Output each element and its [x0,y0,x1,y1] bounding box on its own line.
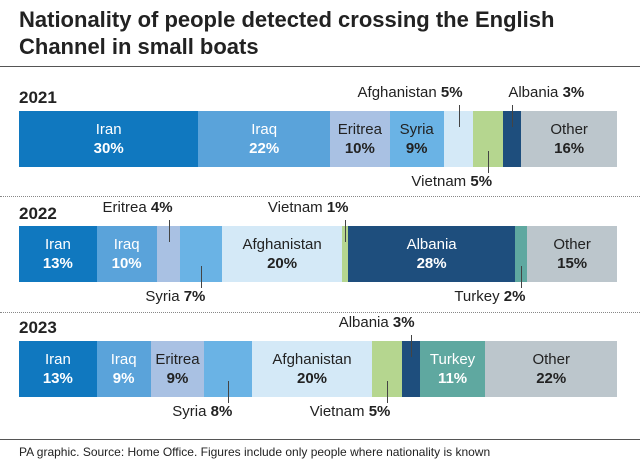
year-label-2022: 2022 [19,204,57,223]
callout-name: Albania [508,84,563,101]
callout-2022-turkey: Turkey 2% [454,288,525,305]
callout-name: Eritrea [102,199,151,216]
leader-2021-afghanistan [459,105,460,127]
bar-2021-albania [503,111,522,167]
callout-value: 8% [210,403,233,420]
callout-name: Vietnam [309,403,369,420]
callout-2022-eritrea: Eritrea 4% [103,199,173,216]
leader-2022-turkey [521,266,522,288]
bar-2023-eritrea [150,341,205,397]
callout-value: 3% [562,84,585,101]
source-note: PA graphic. Source: Home Office. Figures… [19,445,491,459]
bar-2021-other [521,111,618,167]
callout-value: 4% [150,199,173,216]
bar-2021-afghanistan [443,111,474,167]
callout-2022-syria: Syria 7% [145,288,205,305]
bar-2022-other [527,226,618,282]
bar-2021-iran [19,111,199,167]
bar-2023-albania [401,341,421,397]
year-label-2023: 2023 [19,318,57,337]
callout-2022-vietnam: Vietnam 1% [268,199,349,216]
bar-2023-turkey [419,341,486,397]
leader-2022-syria [201,266,202,288]
bar-2022-turkey [515,226,528,282]
bar-2022-eritrea [156,226,181,282]
callout-value: 1% [326,199,349,216]
callout-2021-afghanistan: Afghanistan 5% [358,84,463,101]
bar-2022-iran [19,226,98,282]
callout-value: 3% [392,314,415,331]
bar-2021-eritrea [329,111,391,167]
leader-2022-vietnam [345,220,346,242]
bar-2022-vietnam [341,226,349,282]
callout-name: Syria [172,403,211,420]
callout-name: Vietnam [267,199,327,216]
callout-2023-albania: Albania 3% [339,314,415,331]
leader-2023-vietnam [387,381,388,403]
bar-2021-syria [389,111,445,167]
callout-value: 7% [183,288,206,305]
callout-2023-vietnam: Vietnam 5% [310,403,391,420]
bar-2022-albania [347,226,516,282]
callout-name: Turkey [454,288,504,305]
callout-2023-syria: Syria 8% [172,403,232,420]
bar-2022-iraq [96,226,158,282]
callout-value: 5% [368,403,391,420]
callout-value: 2% [503,288,526,305]
bottom-rule [0,439,640,440]
callout-name: Albania [338,314,393,331]
bar-2022-afghanistan [222,226,343,282]
callout-2021-albania: Albania 3% [508,84,584,101]
leader-2021-vietnam [488,151,489,173]
bar-2023-iran [19,341,98,397]
top-rule [0,66,640,67]
year-label-2021: 2021 [19,88,57,107]
bar-2023-afghanistan [252,341,373,397]
callout-value: 5% [440,84,463,101]
leader-2023-albania [411,335,412,357]
leader-2022-eritrea [169,220,170,242]
bar-2023-other [485,341,618,397]
bar-2023-iraq [96,341,152,397]
callout-2021-vietnam: Vietnam 5% [411,173,492,190]
leader-2023-syria [228,381,229,403]
divider-2023 [0,312,640,313]
leader-2021-albania [512,105,513,127]
divider-2022 [0,196,640,197]
callout-value: 5% [470,173,493,190]
callout-name: Afghanistan [357,84,441,101]
callout-name: Vietnam [411,173,471,190]
callout-name: Syria [145,288,184,305]
bar-2021-iraq [198,111,331,167]
chart-title: Nationality of people detected crossing … [19,7,555,59]
